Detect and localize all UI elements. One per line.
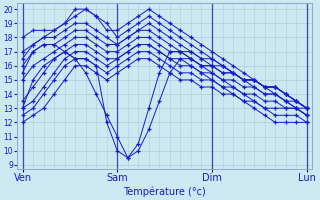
X-axis label: Température (°c): Température (°c): [123, 186, 206, 197]
